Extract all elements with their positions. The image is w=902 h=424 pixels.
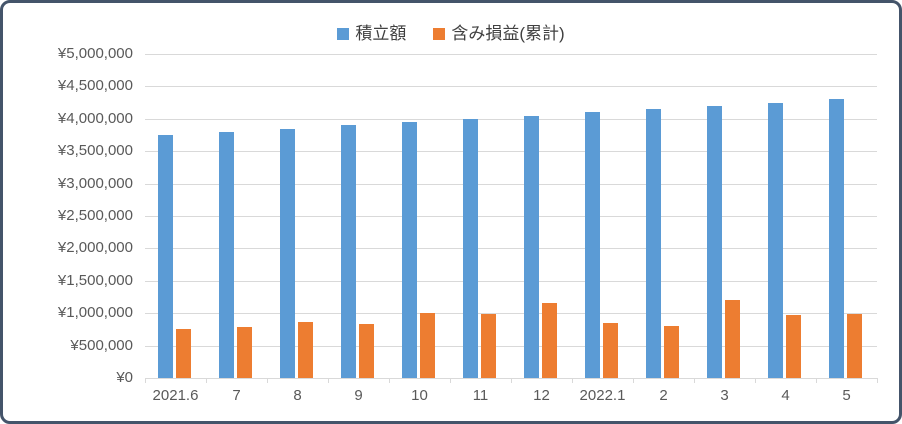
legend-swatch-orange-icon [433,28,446,40]
x-axis-tick [572,378,573,383]
y-tick-label: ¥2,500,000 [57,207,133,224]
x-tick-label: 10 [411,387,428,404]
gridline [145,183,877,185]
y-tick-label: ¥500,000 [70,336,133,354]
x-axis-line [145,378,877,379]
unrealized-gain-bar [176,329,191,378]
x-axis-tick [267,378,268,383]
tsumitate-bar [463,119,478,378]
tsumitate-bar [341,125,356,378]
x-axis-tick [389,378,390,383]
y-tick-label: ¥3,500,000 [57,142,133,160]
gridline [145,248,877,250]
y-tick-label: ¥4,000,000 [57,109,133,127]
gridline [145,313,877,315]
y-tick-label: ¥5,000,000 [57,45,133,62]
gridline [145,280,877,282]
legend-item-tsumitate: 積立額 [337,22,406,46]
gridline [145,118,877,120]
y-tick-label: ¥1,500,000 [57,271,133,289]
unrealized-gain-bar [298,322,313,378]
gridline [145,86,877,88]
tsumitate-bar [585,112,600,378]
y-tick-label: ¥2,000,000 [57,239,133,257]
x-axis-tick [206,378,207,383]
y-tick-label: ¥3,000,000 [57,174,133,192]
tsumitate-bar [829,99,844,378]
x-axis-tick [328,378,329,383]
x-tick-label: 7 [232,387,241,404]
unrealized-gain-bar [603,323,618,378]
x-tick-label: 5 [842,387,851,404]
gridline [145,151,877,153]
legend-label-unrealized-gain: 含み損益(累計) [451,24,565,43]
legend-swatch-blue-icon [337,28,350,40]
tsumitate-bar [707,106,722,378]
unrealized-gain-bar [664,326,679,378]
legend-label-tsumitate: 積立額 [355,24,407,43]
gridline [145,216,877,217]
x-tick-label: 12 [533,387,550,404]
x-axis-tick [694,378,695,383]
x-axis-tick [633,378,634,383]
x-tick-label: 9 [354,387,363,404]
y-tick-label: ¥4,500,000 [57,77,133,95]
tsumitate-bar [646,109,661,378]
y-tick-label: ¥0 [116,369,133,386]
x-tick-label: 4 [781,387,790,404]
unrealized-gain-bar [542,303,557,378]
x-axis-tick [511,378,512,383]
tsumitate-bar [158,135,173,378]
unrealized-gain-bar [359,324,374,378]
x-tick-label: 2022.1 [579,387,626,404]
x-tick-label: 8 [293,387,302,404]
chart-legend: 積立額 含み損益(累計) [3,22,899,46]
plot-area [145,54,877,378]
x-tick-label: 3 [720,387,729,404]
unrealized-gain-bar [847,314,862,378]
tsumitate-bar [524,116,539,378]
x-axis-tick [145,378,146,383]
unrealized-gain-bar [786,315,801,378]
x-axis-tick [450,378,451,383]
y-tick-label: ¥1,000,000 [57,304,133,322]
unrealized-gain-bar [420,313,435,378]
unrealized-gain-bar [481,314,496,378]
x-tick-label: 11 [472,387,489,404]
tsumitate-bar [219,132,234,378]
x-axis-tick [877,378,878,383]
tsumitate-bar [768,103,783,378]
gridline [145,345,877,347]
x-tick-label: 2 [659,387,668,404]
unrealized-gain-bar [725,300,740,378]
x-axis-tick [816,378,817,383]
x-tick-label: 2021.6 [152,387,199,404]
unrealized-gain-bar [237,327,252,378]
tsumitate-bar [280,129,295,378]
gridline [145,54,877,55]
tsumitate-bar [402,122,417,378]
legend-item-unrealized-gain: 含み損益(累計) [433,22,565,46]
x-axis-tick [755,378,756,383]
